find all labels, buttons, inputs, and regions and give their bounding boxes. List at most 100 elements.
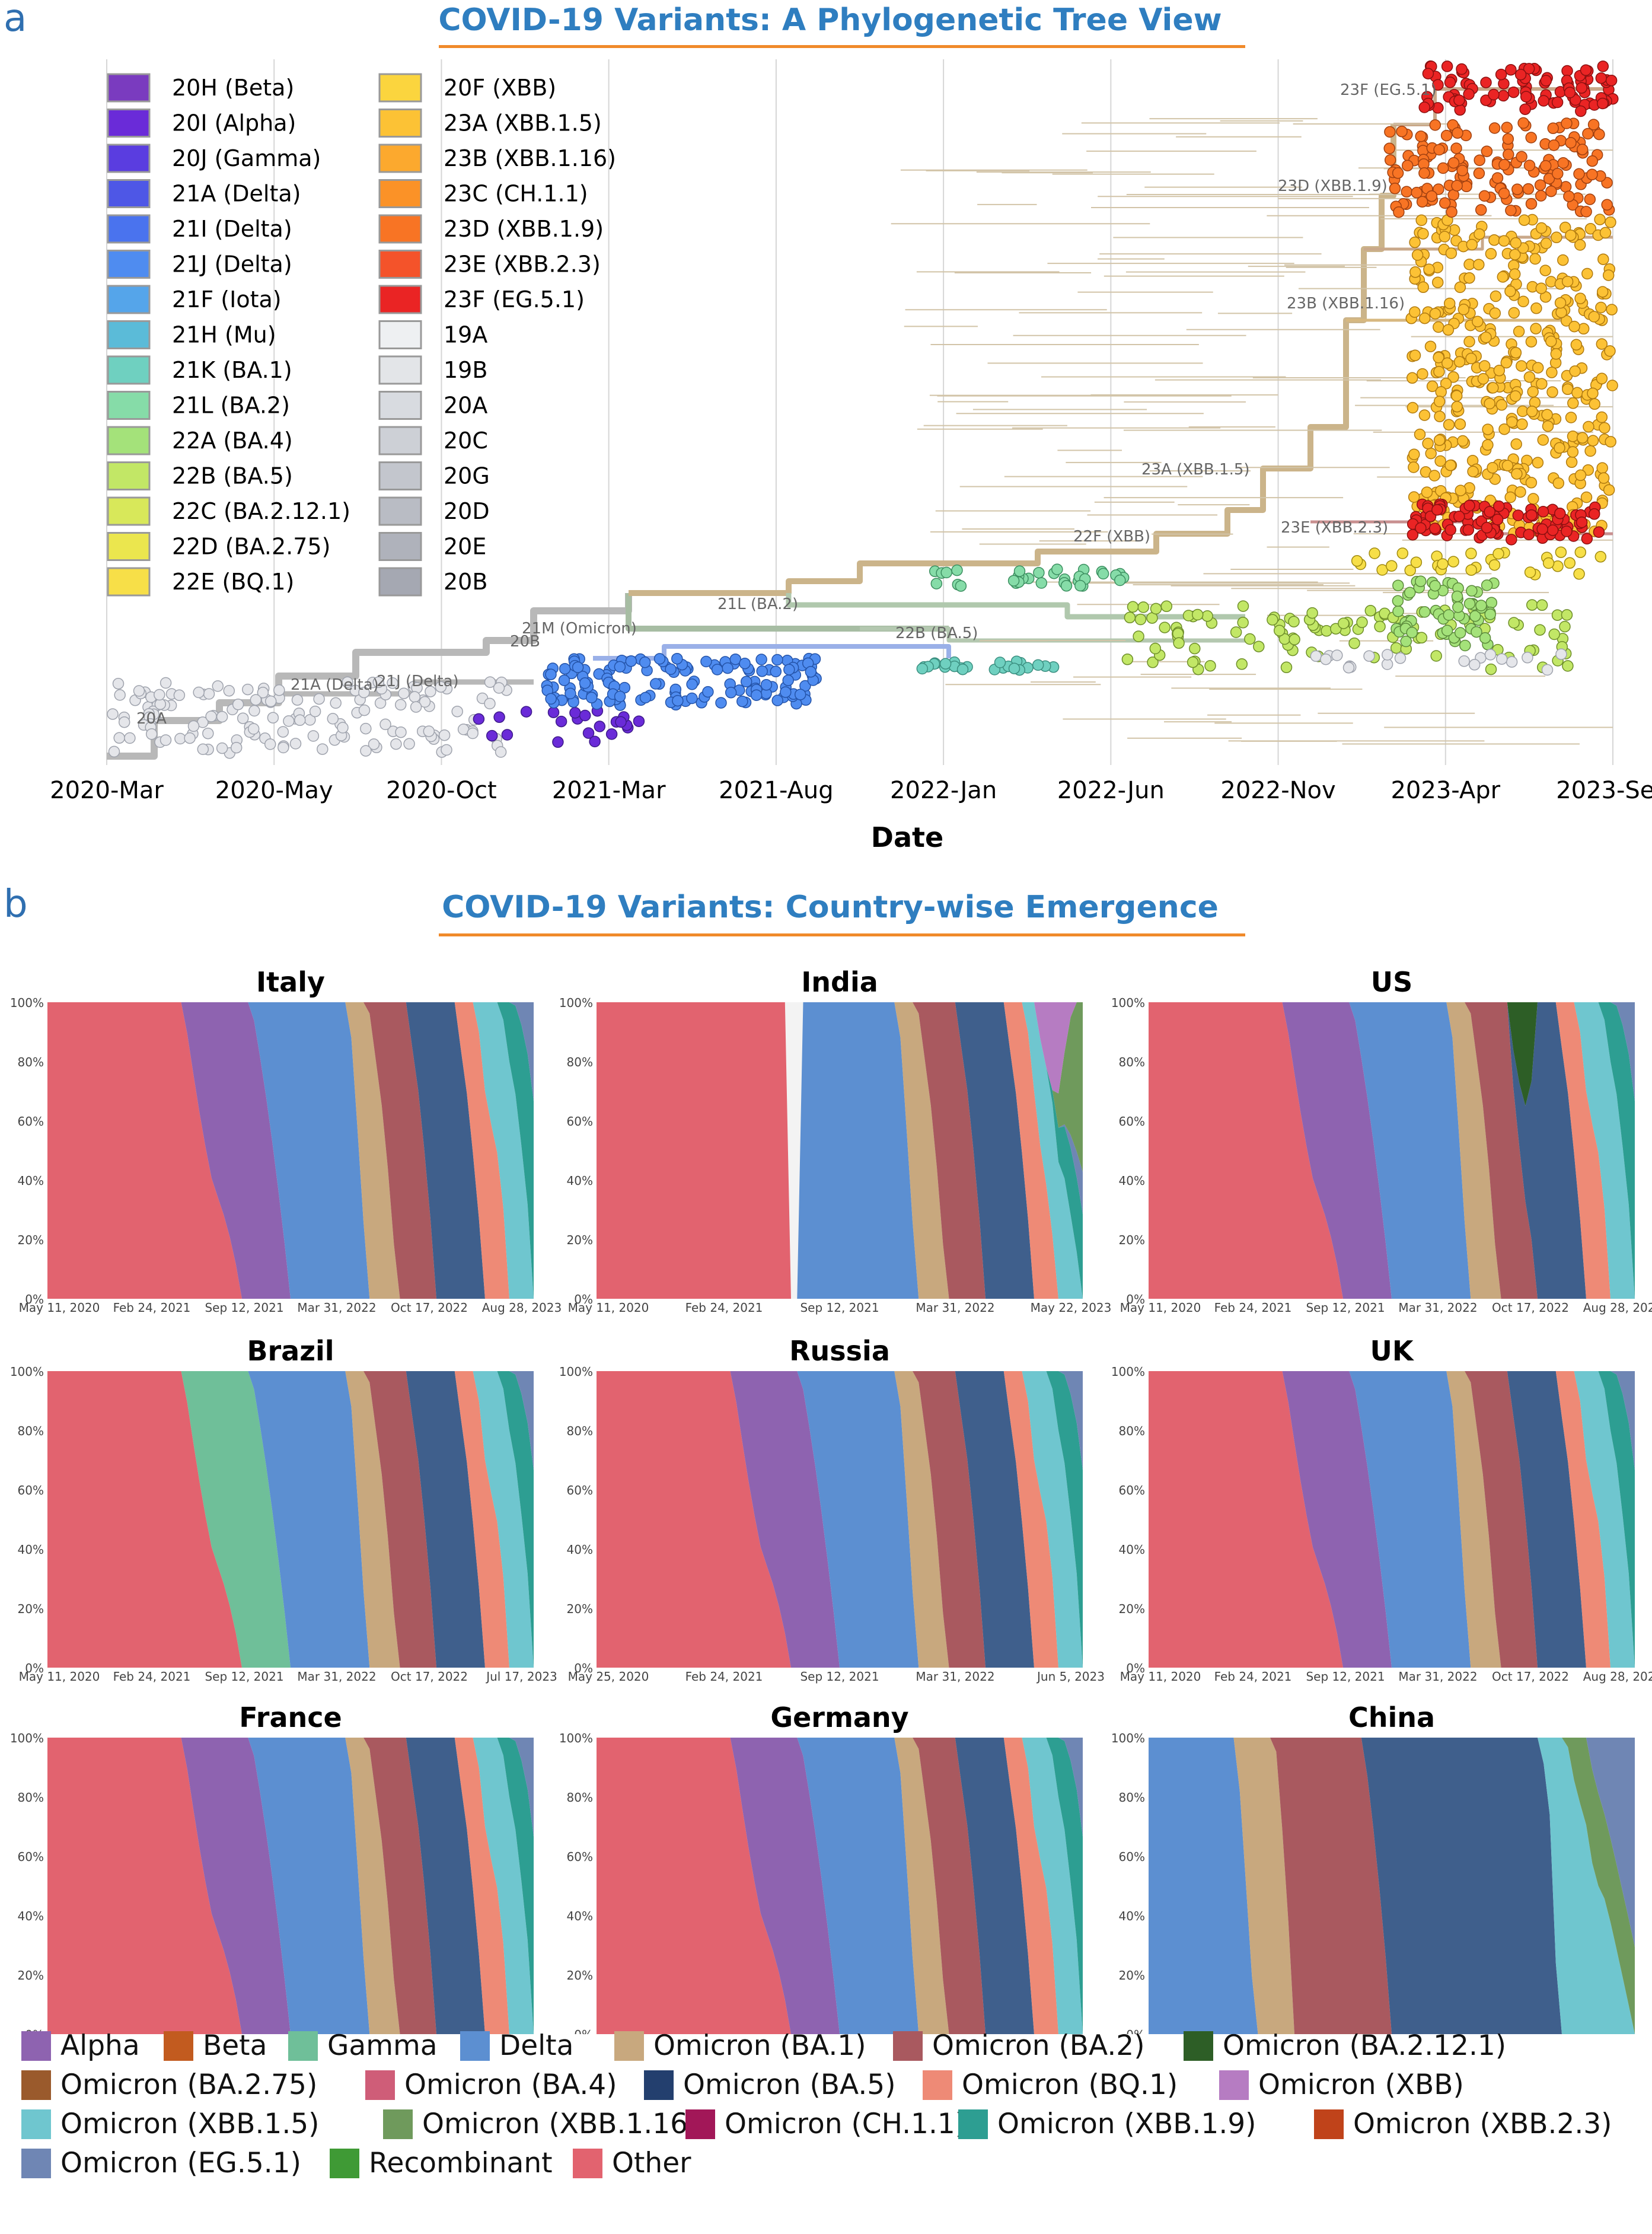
x-tick-label: Sep 12, 2021: [205, 1669, 283, 1684]
x-tick-label: Feb 24, 2021: [113, 1301, 191, 1315]
x-tick-label: May 11, 2020: [19, 1669, 100, 1684]
country-chart-title: France: [239, 1701, 342, 1733]
tree-tip-point: [1495, 68, 1507, 81]
legend-label: Omicron (BA.5): [683, 2069, 896, 2101]
tree-tip-point: [1421, 486, 1433, 498]
tree-tip-point: [569, 707, 581, 719]
tree-tip-point: [1509, 268, 1521, 281]
y-tick-label: 100%: [10, 996, 44, 1010]
x-tick-label: Sep 12, 2021: [1306, 1301, 1385, 1315]
tree-tip-point: [1409, 349, 1421, 362]
tree-tip-point: [1451, 590, 1463, 603]
y-tick-label: 100%: [1111, 1365, 1145, 1379]
tree-tip-point: [1434, 410, 1446, 422]
tree-tip-point: [1516, 360, 1527, 372]
legend-label: Omicron (CH.1.1): [725, 2108, 967, 2140]
tree-tip-point: [1445, 247, 1458, 259]
tree-tip-point: [1147, 657, 1159, 668]
tree-tip-point: [1497, 271, 1509, 283]
tree-tip-point: [700, 655, 712, 668]
tree-tip-point: [579, 677, 591, 689]
tree-tip-point: [1480, 94, 1492, 106]
tree-tip-point: [794, 689, 806, 700]
tree-x-tick-label: 2022-Jan: [890, 777, 997, 804]
tree-tip-point: [1465, 564, 1477, 576]
tree-tip-point: [1535, 190, 1547, 202]
legend-label: Omicron (XBB.1.9): [997, 2108, 1256, 2140]
tree-tip-point: [1485, 248, 1497, 260]
y-tick-label: 100%: [1111, 1731, 1145, 1745]
tree-tip-point: [1008, 662, 1020, 674]
tree-legend-label: 21A (Delta): [172, 181, 301, 207]
tree-tip-point: [1481, 145, 1493, 157]
tree-tip-point: [1035, 577, 1048, 589]
tree-tip-point: [1237, 617, 1249, 629]
area-omicron-ba-5-: [1149, 1371, 1635, 1668]
tree-tip-point: [1236, 658, 1248, 670]
tree-legend-label: 22B (BA.5): [172, 463, 293, 489]
tree-tip-point: [203, 688, 215, 700]
tree-tip-point: [1473, 167, 1485, 180]
y-tick-label: 40%: [18, 1543, 44, 1557]
tree-tip-point: [594, 721, 606, 732]
tree-tip-point: [1554, 508, 1566, 520]
tree-tip-point: [1596, 286, 1609, 298]
area-omicron-xbb-1-16-: [1149, 1738, 1635, 2034]
tree-tip-point: [1417, 281, 1429, 294]
y-tick-label: 20%: [18, 1602, 44, 1616]
tree-tip-point: [409, 691, 421, 703]
tree-tip-point: [1482, 439, 1494, 451]
area-omicron-xbb-1-5-: [1149, 1002, 1635, 1299]
tree-tip-point: [486, 729, 498, 742]
tree-tip-point: [107, 708, 119, 720]
area-omicron-bq-1-: [47, 1371, 534, 1668]
x-tick-label: Oct 17, 2022: [391, 1301, 468, 1315]
tree-tip-point: [1450, 142, 1462, 154]
tree-tip-point: [278, 741, 289, 754]
tree-tip-point: [1437, 558, 1449, 570]
tree-tip-point: [1583, 420, 1594, 433]
y-tick-label: 80%: [18, 1055, 44, 1069]
tree-tip-point: [1601, 199, 1613, 211]
tree-tip-point: [1561, 609, 1573, 621]
tree-tip-point: [1342, 662, 1355, 674]
area-omicron-xbb-1-5-: [1149, 1371, 1635, 1668]
tree-tip-point: [1596, 462, 1608, 474]
tree-tip-point: [1506, 416, 1518, 428]
tree-clade-annotation: 22F (XBB): [1073, 528, 1150, 546]
tree-tip-point: [1480, 332, 1492, 343]
tree-tip-point: [572, 661, 584, 673]
tree-x-tick-label: 2021-Aug: [719, 777, 833, 804]
tree-tip-point: [1425, 447, 1437, 460]
tree-tip-point: [1484, 649, 1497, 661]
legend-item: Omicron (XBB): [1219, 2069, 1464, 2101]
tree-clade-annotation: 20B: [510, 633, 540, 651]
y-tick-label: 40%: [567, 1543, 593, 1557]
tree-legend-swatch: [107, 496, 151, 526]
tree-tip-point: [1584, 223, 1597, 235]
panel-a-title-underline: [439, 45, 1245, 48]
tree-tip-point: [273, 684, 285, 696]
tree-tip-point: [1530, 302, 1542, 314]
tree-tip-point: [187, 720, 200, 732]
x-tick-label: Mar 31, 2022: [1398, 1669, 1477, 1684]
tree-tip-point: [291, 694, 304, 706]
tree-tip-point: [1310, 650, 1322, 662]
tree-tip-point: [1547, 122, 1559, 135]
tree-tip-point: [1454, 418, 1466, 430]
tree-tip-point: [1501, 460, 1514, 471]
tree-tip-point: [1422, 438, 1434, 450]
tree-tip-point: [1451, 180, 1463, 192]
area-delta: [1149, 1002, 1635, 1299]
tree-x-tick-label: 2023-Apr: [1391, 777, 1500, 804]
x-tick-label: Oct 17, 2022: [1492, 1669, 1569, 1684]
area-omicron-ba-5-: [597, 1371, 1083, 1668]
tree-tip-point: [1481, 522, 1493, 534]
tree-tip-point: [1587, 435, 1599, 447]
tree-tip-point: [1537, 506, 1549, 518]
tree-tip-point: [1516, 418, 1528, 431]
panel-a-letter: a: [4, 0, 27, 40]
tree-tip-point: [160, 734, 172, 746]
tree-tip-point: [1452, 127, 1463, 139]
tree-tip-point: [1288, 616, 1300, 627]
